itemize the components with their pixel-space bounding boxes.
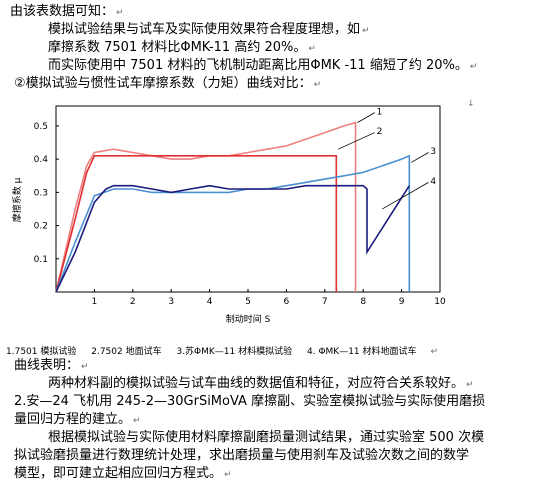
text-line-11: 拟试验磨损量进行数理统计处理，求出磨损量与使用刹车及试验次数之间的数学 (14, 448, 470, 463)
plot-frame (55, 105, 441, 293)
y-tick-label: 0.2 (34, 222, 48, 232)
x-tick-label: 2 (130, 297, 136, 307)
text-line-2: 模拟试验结果与试车及实际使用效果符合程度理想，如 ↵ (48, 22, 370, 37)
paragraph-mark-icon: ↵ (81, 362, 89, 372)
y-tick-label: 0.3 (34, 188, 48, 198)
y-tick-label: 0.1 (34, 255, 48, 265)
text-line-12: 模型，即可建立起相应回归方程式。 ↵ (14, 466, 232, 481)
paragraph-mark-icon: ↵ (466, 380, 474, 390)
caption-item-2: 2.7502 地面试车 (91, 347, 162, 357)
x-tick-label: 3 (168, 297, 174, 307)
text-line-8: 2.安—24 飞机用 245-2—30GrSiMoVA 摩擦副、实验室模拟试验与… (14, 394, 486, 409)
series-3-leader (411, 152, 429, 163)
text-line-4: 而实际使用中 7501 材料的飞机制动距离比用ΦMK -11 缩短了约 20%。… (48, 58, 478, 73)
paragraph-mark-icon: ↵ (133, 416, 141, 426)
text-line-9: 量回归方程的建立。 ↵ (14, 412, 141, 427)
paragraph-mark-icon: ↵ (430, 347, 439, 357)
series-2-label: 2 (377, 127, 383, 137)
down-arrow-icon: ↓ (467, 99, 475, 109)
caption-item-3: 3.苏ΦMK—11 材料模拟试验 (176, 347, 293, 357)
caption-item-4: 4. ΦMK—11 材料地面试车 (307, 347, 417, 357)
series-2-leader (338, 132, 375, 150)
chart-caption: 1.7501 模拟试验 2.7502 地面试车 3.苏ΦMK—11 材料模拟试验… (6, 344, 450, 357)
series-4-label: 4 (430, 177, 436, 187)
x-tick-label: 6 (284, 297, 290, 307)
text-line-10: 根据模拟试验与实际使用材料摩擦副磨损量测试结果，通过实验室 500 次模 (48, 430, 485, 445)
x-tick-label: 5 (245, 297, 251, 307)
x-tick-label: 8 (360, 297, 366, 307)
x-tick-label: 7 (322, 297, 328, 307)
paragraph-mark-icon: ↵ (308, 44, 316, 54)
series-3-line (55, 154, 411, 293)
x-axis-label: 制动时间 S (226, 313, 271, 325)
series-1-line (55, 121, 357, 293)
series-4-leader (382, 182, 429, 210)
y-axis-label: 摩擦系数 μ (11, 177, 23, 222)
text-line-1: 由该表数据可知： ↵ (10, 4, 124, 19)
text-line-3: 摩擦系数 7501 材料比ΦMK-11 高约 20%。 ↵ (48, 40, 316, 55)
text-line-5: ②模拟试验与惯性试车摩擦系数（力矩）曲线对比： ↵ (14, 76, 322, 91)
y-tick-label: 0.4 (34, 155, 49, 165)
y-tick-label: 0.5 (34, 122, 48, 132)
x-tick-label: 1 (92, 297, 98, 307)
paragraph-mark-icon: ↵ (313, 80, 322, 90)
series-4-line (55, 184, 410, 293)
text-line-6: 曲线表明： ↵ (14, 358, 89, 373)
series-1-leader (357, 112, 375, 123)
paragraph-mark-icon: ↵ (224, 470, 232, 480)
paragraph-mark-icon: ↵ (362, 26, 370, 36)
series-3-label: 3 (430, 147, 436, 157)
paragraph-mark-icon: ↵ (469, 62, 478, 72)
x-tick-label: 9 (399, 297, 405, 307)
text-line-7: 两种材料副的模拟试验与试车曲线的数据值和特征，对应符合关系较好。 ↵ (48, 376, 474, 391)
x-tick-label: 4 (207, 297, 213, 307)
series-1-label: 1 (377, 107, 383, 117)
caption-item-1: 1.7501 模拟试验 (6, 347, 77, 357)
x-tick-label: 10 (434, 297, 446, 307)
paragraph-mark-icon: ↵ (116, 8, 124, 18)
series-2-line (55, 154, 338, 293)
